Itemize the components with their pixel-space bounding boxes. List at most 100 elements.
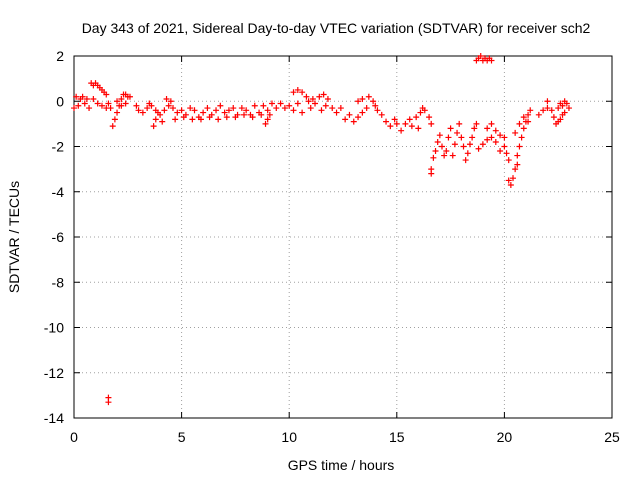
data-point-marker [169,105,176,112]
data-point-marker [514,152,521,159]
data-point-marker [309,95,316,102]
data-point-marker [544,105,551,112]
data-point-marker [393,120,400,127]
data-point-marker [559,111,566,118]
y-tick-label: -4 [52,184,65,200]
data-point-marker [139,109,146,116]
x-tick-label: 15 [389,429,405,445]
data-point-marker [83,95,90,102]
data-point-marker [217,102,224,109]
data-point-marker [273,105,280,112]
data-point-marker [559,102,566,109]
data-point-marker [525,111,532,118]
data-point-marker [329,105,336,112]
y-tick-label: 2 [56,48,64,64]
y-tick-label: 0 [56,93,64,109]
data-point-marker [501,143,508,150]
data-point-marker [501,134,508,141]
data-point-marker [290,89,297,96]
data-point-marker [150,123,157,130]
data-point-marker [548,107,555,114]
data-point-marker [387,123,394,130]
x-axis-label: GPS time / hours [288,457,395,473]
x-tick-label: 5 [178,429,186,445]
data-point-marker [118,95,125,102]
data-point-marker [294,86,301,93]
data-point-marker [355,114,362,121]
y-tick-labels: 2 0 -2 -4 -6 -8 -10 -12 -14 [44,48,64,426]
y-tick-label: -2 [52,139,65,155]
data-point-marker [484,136,491,143]
data-point-marker [144,105,151,112]
data-point-marker [473,120,480,127]
data-point-marker [322,102,329,109]
data-point-marker [557,116,564,123]
data-point-marker [359,95,366,102]
data-point-marker [135,107,142,114]
data-point-marker [225,107,232,114]
data-point-marker [372,102,379,109]
data-point-marker [535,111,542,118]
data-point-marker [355,98,362,105]
data-point-marker [464,150,471,157]
data-point-marker [505,177,512,184]
data-point-marker [417,109,424,116]
data-point-marker [299,89,306,96]
data-point-marker [479,141,486,148]
data-point-marker [428,166,435,173]
data-point-marker [505,157,512,164]
data-point-marker [544,98,551,105]
data-point-marker [241,111,248,118]
data-point-marker [525,118,532,125]
data-point-marker [230,105,237,112]
data-point-marker [342,116,349,123]
data-point-marker [316,93,323,100]
data-point-marker [197,116,204,123]
data-point-marker [75,102,82,109]
data-point-marker [251,102,258,109]
chart-title: Day 343 of 2021, Sidereal Day-to-day VTE… [82,20,591,36]
data-point-marker [488,120,495,127]
data-point-marker [426,114,433,121]
data-points [71,53,572,406]
data-point-marker [152,116,159,123]
data-point-marker [290,107,297,114]
data-point-marker [520,114,527,121]
y-tick-label: -6 [52,229,65,245]
data-point-marker [514,161,521,168]
data-point-marker [565,105,572,112]
x-tick-label: 25 [604,429,620,445]
data-point-marker [180,114,187,121]
data-point-marker [510,175,517,182]
data-point-marker [350,118,357,125]
y-axis-label: SDTVAR / TECUs [6,181,22,293]
data-point-marker [148,102,155,109]
data-point-marker [318,107,325,114]
data-point-marker [165,102,172,109]
data-point-marker [111,116,118,123]
data-point-marker [512,129,519,136]
data-point-marker [503,150,510,157]
data-point-marker [157,111,164,118]
data-point-marker [434,138,441,145]
data-point-marker [249,114,256,121]
y-tick-label: -12 [44,365,64,381]
data-point-marker [408,123,415,130]
data-point-marker [243,107,250,114]
data-point-marker [312,100,319,107]
data-point-marker [277,100,284,107]
data-point-marker [98,102,105,109]
data-point-marker [497,132,504,139]
data-point-marker [398,127,405,134]
data-point-marker [281,105,288,112]
data-point-marker [107,105,114,112]
data-point-marker [204,105,211,112]
data-point-marker [451,141,458,148]
data-point-marker [477,53,484,59]
data-point-marker [200,109,207,116]
data-point-marker [178,107,185,114]
data-point-marker [563,100,570,107]
data-point-marker [359,109,366,116]
data-point-marker [161,107,168,114]
